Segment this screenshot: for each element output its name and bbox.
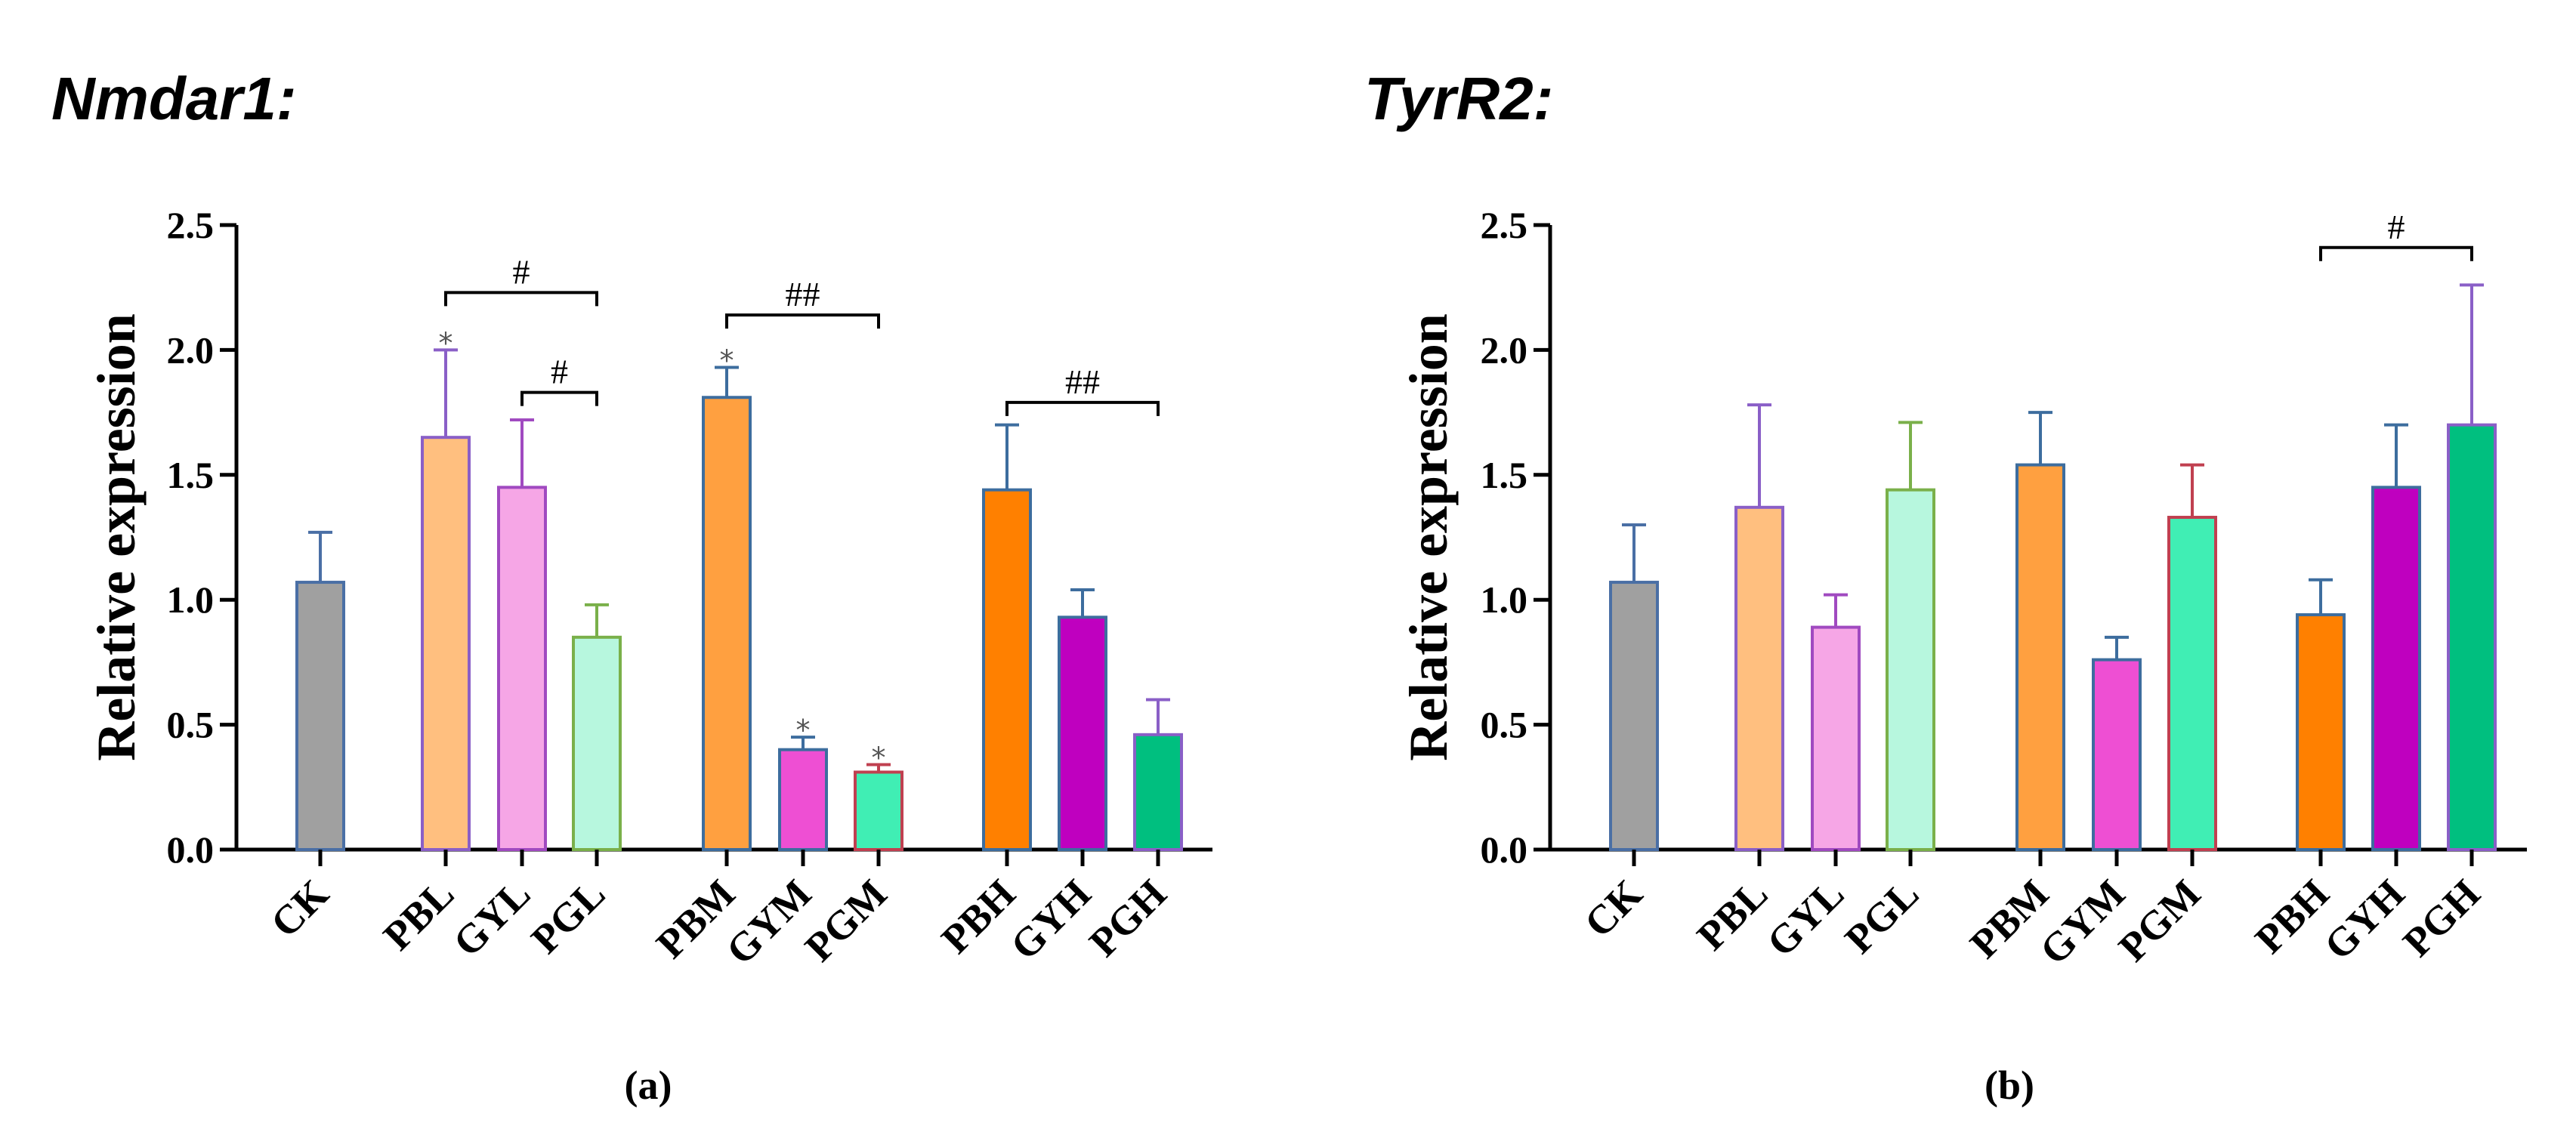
x-tick-label: PGH: [2394, 871, 2488, 965]
y-axis-label: Relative expression: [1398, 313, 1459, 761]
y-tick-label: 0.0: [1481, 828, 1528, 871]
bar-pgh: [2447, 423, 2497, 851]
bar-gyh: [1058, 615, 1107, 852]
bar-gym: [2092, 658, 2142, 851]
bar-gyh: [2371, 486, 2421, 852]
bar-pgl: [1886, 488, 1935, 851]
comparison-bracket: [520, 390, 598, 406]
bracket-label: #: [551, 353, 568, 391]
bar-gyl: [497, 486, 547, 852]
bar-pbh: [982, 488, 1032, 851]
panel-label: (b): [1985, 1063, 2034, 1108]
y-tick-label: 2.0: [167, 329, 215, 371]
bar-pbm: [2015, 463, 2065, 851]
bar-pgh: [1133, 733, 1183, 851]
x-tick-label: PBH: [933, 871, 1024, 962]
y-tick-label: 1.0: [167, 578, 215, 621]
y-tick-label: 2.5: [1481, 204, 1528, 246]
significance-asterisk: *: [872, 742, 886, 775]
x-tick-label: CK: [1576, 871, 1651, 946]
bracket-label: ##: [786, 275, 820, 313]
x-tick-label: PGH: [1080, 871, 1175, 965]
y-tick-label: 0.5: [1481, 704, 1528, 746]
x-tick-label: GYM: [2031, 871, 2134, 973]
y-axis-label: Relative expression: [86, 313, 147, 761]
bar-pbh: [2296, 613, 2346, 851]
bar-ck: [295, 581, 345, 851]
y-tick-label: 1.5: [1481, 454, 1528, 496]
y-tick-label: 2.5: [167, 204, 215, 246]
bar-pbl: [421, 436, 471, 851]
y-tick-label: 1.5: [167, 454, 215, 496]
panel-nmdar1: Nmdar1: Relative expression 0.0 0.5 1.0 1.5 2.…: [51, 65, 1212, 1108]
bar-gym: [778, 748, 828, 851]
y-tick-label: 2.0: [1481, 329, 1528, 371]
bracket-label: #: [513, 252, 530, 291]
significance-asterisk: *: [720, 344, 734, 378]
bracket-label: ##: [1065, 362, 1100, 401]
x-tick-label: GYL: [1758, 871, 1852, 965]
bar-pgm: [2167, 516, 2217, 851]
x-tick-label: PBL: [1688, 871, 1777, 959]
y-tick-label: 0.5: [167, 704, 215, 746]
x-tick-label: GYH: [2315, 871, 2413, 968]
bar-pgm: [854, 770, 903, 852]
x-tick-label: CK: [262, 871, 338, 946]
bar-pbl: [1734, 505, 1784, 852]
x-tick-label: PGM: [2110, 871, 2209, 970]
bar-pgl: [572, 635, 622, 851]
y-tick-label: 0.0: [167, 828, 215, 871]
panel-label: (a): [625, 1063, 672, 1108]
chart-title: Nmdar1:: [51, 65, 297, 132]
x-tick-label: GYM: [718, 871, 820, 973]
x-tick-label: GYH: [1002, 871, 1099, 968]
y-tick-label: 1.0: [1481, 578, 1528, 621]
x-tick-label: PGM: [796, 871, 895, 970]
bar-pbm: [702, 396, 752, 851]
x-tick-label: PBH: [2247, 871, 2338, 962]
x-tick-label: PBL: [375, 871, 463, 959]
bar-gyl: [1811, 625, 1861, 851]
x-tick-label: PGL: [1836, 871, 1928, 962]
significance-asterisk: *: [796, 714, 811, 747]
comparison-bracket: [1005, 400, 1160, 416]
x-tick-label: GYL: [444, 871, 539, 965]
bar-ck: [1609, 581, 1659, 851]
bracket-label: #: [2388, 208, 2405, 246]
comparison-bracket: [444, 291, 598, 307]
significance-asterisk: *: [439, 326, 453, 359]
x-tick-label: PGL: [523, 871, 614, 962]
chart-title: TyrR2:: [1364, 65, 1553, 132]
comparison-bracket: [2319, 245, 2473, 261]
comparison-bracket: [725, 313, 880, 329]
panel-tyrr2: TyrR2: Relative expression 0.0 0.5 1.0 1.5 2.0…: [1364, 65, 2527, 1108]
